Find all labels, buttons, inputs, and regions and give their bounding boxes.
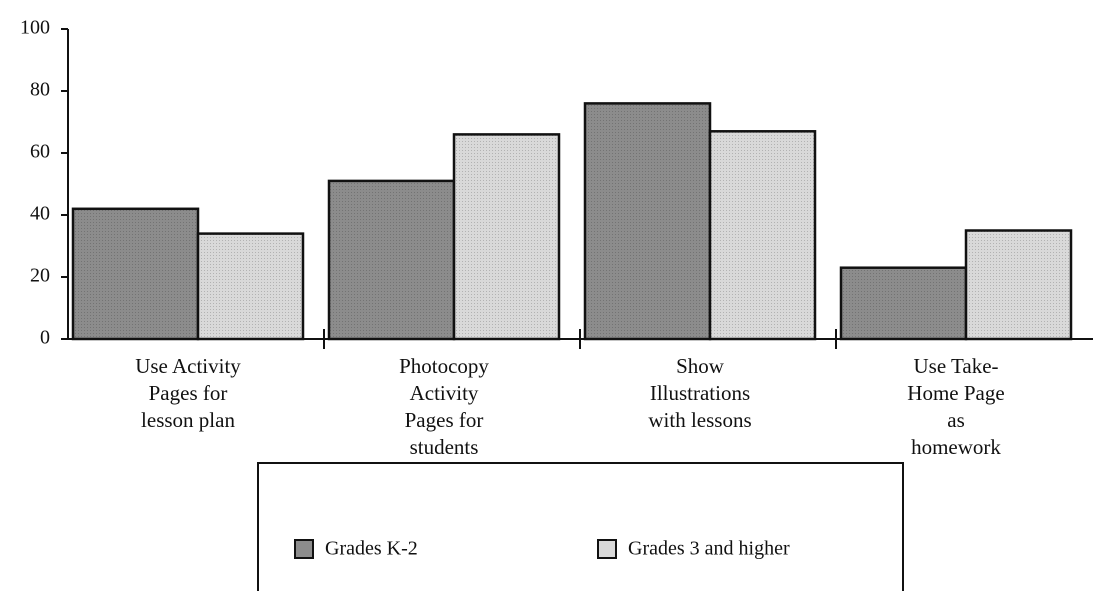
- y-tick-label: 40: [30, 203, 50, 225]
- bar-texture: [710, 131, 815, 339]
- x-tick-label: Photocopy Activity Pages for students: [399, 354, 489, 459]
- x-tick-label: Show Illustrations with lessons: [648, 354, 752, 432]
- bar-texture: [966, 230, 1071, 339]
- legend-label: Grades 3 and higher: [628, 538, 790, 560]
- x-tick-label: Use Take- Home Page as homework: [907, 354, 1005, 459]
- bar-texture: [454, 134, 559, 339]
- y-tick-label: 0: [40, 327, 50, 349]
- y-tick-label: 80: [30, 79, 50, 101]
- bar-texture: [73, 208, 198, 339]
- bar-texture: [841, 267, 966, 339]
- bar-texture: [329, 180, 454, 339]
- x-tick-label: Use Activity Pages for lesson plan: [135, 354, 241, 432]
- y-tick-label: 60: [30, 141, 50, 163]
- y-tick-label: 100: [20, 17, 50, 39]
- legend-swatch: [294, 539, 314, 559]
- legend-label: Grades K-2: [325, 538, 418, 560]
- legend-swatch: [597, 539, 617, 559]
- bar-texture: [585, 103, 710, 340]
- bar-texture: [198, 233, 303, 339]
- legend-box: [257, 462, 904, 591]
- y-tick-label: 20: [30, 265, 50, 287]
